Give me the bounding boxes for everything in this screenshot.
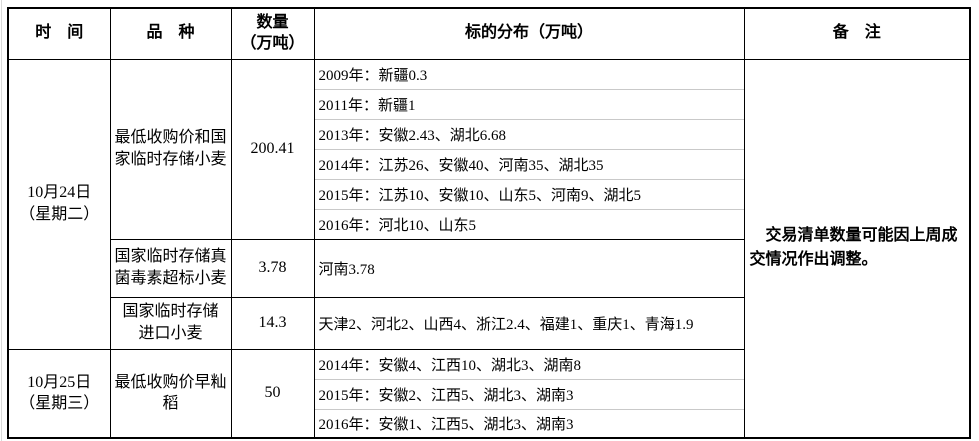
table-row: 2015年：安徽2、江西5、湖北3、湖南3: [8, 378, 970, 409]
cell-distribution-2014-wheat: 2014年：江苏26、安徽40、河南35、湖北35: [313, 148, 745, 179]
cell-date-oct24: 10月24日 （星期二）: [7, 58, 111, 350]
cell-quantity-minprice-wheat: 200.41: [230, 58, 315, 240]
remark-note: 交易清单数量可能因上周成交情况作出调整。: [749, 227, 958, 269]
table-row: 国家临时存储真 菌毒素超标小麦 3.78 河南3.78: [8, 238, 970, 298]
cell-variety-mycotoxin-wheat: 国家临时存储真 菌毒素超标小麦: [109, 238, 232, 298]
cell-quantity-mycotoxin-wheat: 3.78: [230, 238, 315, 298]
cell-variety-early-indica-rice: 最低收购价早籼 稻: [109, 348, 232, 439]
table-row: 2015年：江苏10、安徽10、山东5、河南9、湖北5: [8, 178, 970, 209]
cell-distribution-mycotoxin-wheat: 河南3.78: [313, 238, 745, 297]
table-row: 2016年：安徽1、江西5、湖北3、湖南3: [8, 408, 970, 438]
cell-distribution-2013: 2013年：安徽2.43、湖北6.68: [313, 118, 745, 149]
cell-distribution-2009: 2009年：新疆0.3: [313, 58, 745, 89]
table-row: 10月25日 （星期三） 最低收购价早籼 稻 50 2014年：安徽4、江西10…: [7, 348, 970, 439]
table-row: 2016年：河北10、山东5: [8, 208, 970, 239]
table-row: 2011年：新疆1: [8, 88, 970, 119]
cell-distribution-imported-wheat: 天津2、河北2、山西4、浙江2.4、福建1、重庆1、青海1.9: [313, 296, 745, 349]
table-row: 2014年：江苏26、安徽40、河南35、湖北35: [8, 148, 970, 179]
table-row: 国家临时存储 进口小麦 14.3 天津2、河北2、山西4、浙江2.4、福建1、重…: [8, 296, 970, 350]
table-header-row: 时 间 品 种 数量 （万吨） 标的分布（万吨） 备 注: [7, 7, 971, 60]
header-distribution: 标的分布（万吨）: [313, 7, 745, 60]
cell-remark: 交易清单数量可能因上周成交情况作出调整。: [743, 58, 971, 439]
cell-distribution-2015-wheat: 2015年：江苏10、安徽10、山东5、河南9、湖北5: [313, 178, 745, 209]
cell-distribution-2016-rice: 2016年：安徽1、江西5、湖北3、湖南3: [313, 408, 745, 438]
cell-quantity-imported-wheat: 14.3: [230, 296, 315, 350]
header-variety: 品 种: [109, 7, 232, 60]
cell-distribution-2015-rice: 2015年：安徽2、江西5、湖北3、湖南3: [313, 378, 745, 409]
cell-distribution-2011: 2011年：新疆1: [313, 88, 745, 119]
cell-variety-minprice-wheat: 最低收购价和国 家临时存储小麦: [109, 58, 232, 240]
table-row: 2013年：安徽2.43、湖北6.68: [8, 118, 970, 149]
cell-quantity-early-indica-rice: 50: [230, 348, 315, 439]
auction-table-container: 时 间 品 种 数量 （万吨） 标的分布（万吨） 备 注 10月24日 （星期二…: [7, 7, 971, 439]
table-row: 10月24日 （星期二） 最低收购价和国 家临时存储小麦 200.41 2009…: [7, 58, 971, 439]
cell-variety-imported-wheat: 国家临时存储 进口小麦: [109, 296, 232, 350]
header-quantity: 数量 （万吨）: [230, 7, 315, 60]
auction-schedule-table: 时 间 品 种 数量 （万吨） 标的分布（万吨） 备 注 10月24日 （星期二…: [7, 7, 971, 439]
cell-distribution-2014-rice: 2014年：安徽4、江西10、湖北3、湖南8: [313, 348, 745, 379]
header-remark: 备 注: [743, 7, 971, 60]
header-time: 时 间: [7, 7, 111, 60]
cell-distribution-2016-wheat: 2016年：河北10、山东5: [313, 208, 745, 239]
page-gridline: [1, 0, 2, 441]
cell-date-oct25: 10月25日 （星期三）: [7, 348, 111, 439]
